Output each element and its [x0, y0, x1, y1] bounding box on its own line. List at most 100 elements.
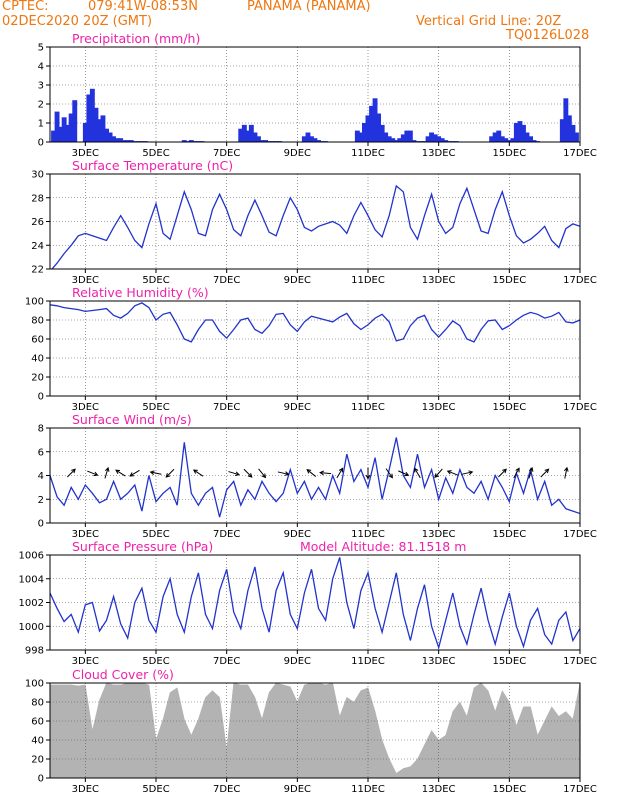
plot-frame	[49, 682, 581, 779]
precip-bar	[309, 136, 314, 142]
series-line	[50, 302, 580, 343]
x-tick-label: 3DEC	[72, 784, 99, 795]
precip-bar	[383, 132, 389, 142]
precip-bar	[528, 136, 533, 142]
x-tick-label: 7DEC	[213, 656, 240, 667]
precip-bar	[82, 123, 88, 142]
y-tick-label: 5	[38, 43, 44, 54]
wind-arrow	[564, 467, 568, 479]
precip-bar	[376, 113, 381, 142]
precip-bar	[100, 115, 106, 142]
y-tick-label: 60	[31, 717, 44, 728]
precip-bar	[566, 115, 572, 142]
panel-4: 998 1000 1002 1004 1006 3DEC 5DEC 7DEC 9DEC 11DEC…	[19, 539, 597, 667]
wind-arrow-head	[338, 467, 344, 473]
header: CPTEC: 079:41W-08:53N PANAMA (PANAMA) 02…	[0, 0, 618, 48]
precip-bar	[354, 130, 360, 142]
wind-arrow-head	[149, 470, 155, 475]
x-tick-label: 15DEC	[492, 529, 526, 540]
precip-bar	[436, 136, 442, 142]
wind-arrow-head	[306, 469, 312, 474]
wind-arrow	[434, 468, 443, 478]
y-tick-label: 0	[38, 138, 44, 149]
x-tick-label: 5DEC	[142, 656, 169, 667]
wind-arrow-head	[365, 474, 371, 480]
header-source: CPTEC:	[2, 0, 49, 14]
wind-arrow-head	[404, 471, 410, 477]
header-code: TQ0126L028	[506, 28, 590, 43]
y-tick-label: 100	[25, 679, 44, 690]
y-tick-label: 20	[31, 755, 44, 766]
panel-1: 22 24 26 28 30 3DEC 5DEC 7DEC 9DEC 11DEC 13DEC 15DE…	[31, 158, 597, 286]
precip-bar	[128, 140, 134, 142]
y-tick-label: 60	[31, 335, 44, 346]
precip-bar	[407, 130, 413, 142]
wind-arrow	[66, 468, 76, 478]
wind-arrow	[115, 469, 126, 477]
x-tick-label: 7DEC	[213, 148, 240, 159]
x-tick-label: 9DEC	[284, 402, 311, 413]
x-tick-label: 5DEC	[142, 529, 169, 540]
wind-arrow-head	[104, 466, 110, 472]
precip-bar	[107, 132, 113, 142]
x-tick-label: 13DEC	[422, 656, 456, 667]
precip-bar	[305, 132, 311, 142]
wind-arrow-head	[414, 467, 419, 473]
precip-bar	[248, 124, 254, 142]
precip-bar	[252, 132, 258, 142]
wind-arrow	[104, 467, 109, 479]
x-tick-label: 13DEC	[422, 148, 456, 159]
x-tick-label: 3DEC	[72, 529, 99, 540]
wind-arrow	[277, 471, 289, 475]
precip-bar	[506, 140, 512, 142]
header-grid-note: Vertical Grid Line: 20Z	[416, 14, 562, 29]
precip-bar	[65, 124, 71, 142]
x-tick-label: 13DEC	[422, 784, 456, 795]
y-tick-label: 80	[31, 316, 44, 327]
precip-bar	[503, 138, 509, 142]
x-tick-label: 7DEC	[213, 529, 240, 540]
precip-bar	[429, 132, 434, 142]
panel-3: 0 2 4 6 8 3DEC 5DEC 7DEC 9DEC 11DEC 13DEC 15DEC 17DE…	[38, 412, 597, 540]
precip-bar	[425, 136, 431, 142]
precip-bar	[439, 138, 445, 142]
x-tick-label: 15DEC	[492, 784, 526, 795]
panel-title: Surface Temperature (nC)	[72, 158, 233, 173]
x-tick-label: 17DEC	[563, 402, 597, 413]
y-tick-label: 1006	[19, 551, 44, 562]
wind-arrow	[228, 471, 240, 476]
y-tick-label: 24	[31, 241, 44, 252]
wind-arrow-head	[388, 473, 393, 479]
precip-bar	[188, 140, 194, 142]
precip-bar	[443, 140, 449, 142]
y-tick-label: 1	[38, 119, 44, 130]
wind-arrow	[528, 467, 533, 479]
wind-arrow-head	[247, 473, 253, 478]
precip-bar	[386, 136, 392, 142]
y-tick-label: 40	[31, 354, 44, 365]
precip-bar	[390, 138, 396, 142]
panel-title: Cloud Cover (%)	[72, 667, 174, 682]
y-tick-label: 30	[31, 170, 44, 181]
y-tick-label: 1004	[19, 574, 44, 585]
header-coords: 079:41W-08:53N	[88, 0, 198, 14]
wind-arrow	[498, 468, 507, 478]
precip-bar	[489, 136, 495, 142]
y-tick-label: 2	[38, 100, 44, 111]
precip-bar	[301, 136, 307, 142]
wind-arrow-head	[528, 466, 534, 472]
wind-arrow	[165, 468, 175, 478]
precip-bar	[372, 98, 378, 142]
precip-bar	[245, 130, 251, 142]
precip-bar	[513, 123, 519, 142]
y-tick-label: 80	[31, 698, 44, 709]
x-tick-label: 17DEC	[563, 529, 597, 540]
wind-arrow	[320, 472, 332, 475]
series-line	[50, 557, 580, 650]
precip-bar	[411, 140, 417, 142]
panel-5: 0 20 40 60 80 100 3DEC 5DEC 7DEC 9DEC 11DEC 13DEC 15…	[25, 667, 597, 795]
wind-arrow-head	[515, 467, 520, 473]
precip-bar	[400, 134, 406, 142]
precip-bar	[58, 126, 63, 142]
y-tick-label: 8	[38, 424, 44, 435]
